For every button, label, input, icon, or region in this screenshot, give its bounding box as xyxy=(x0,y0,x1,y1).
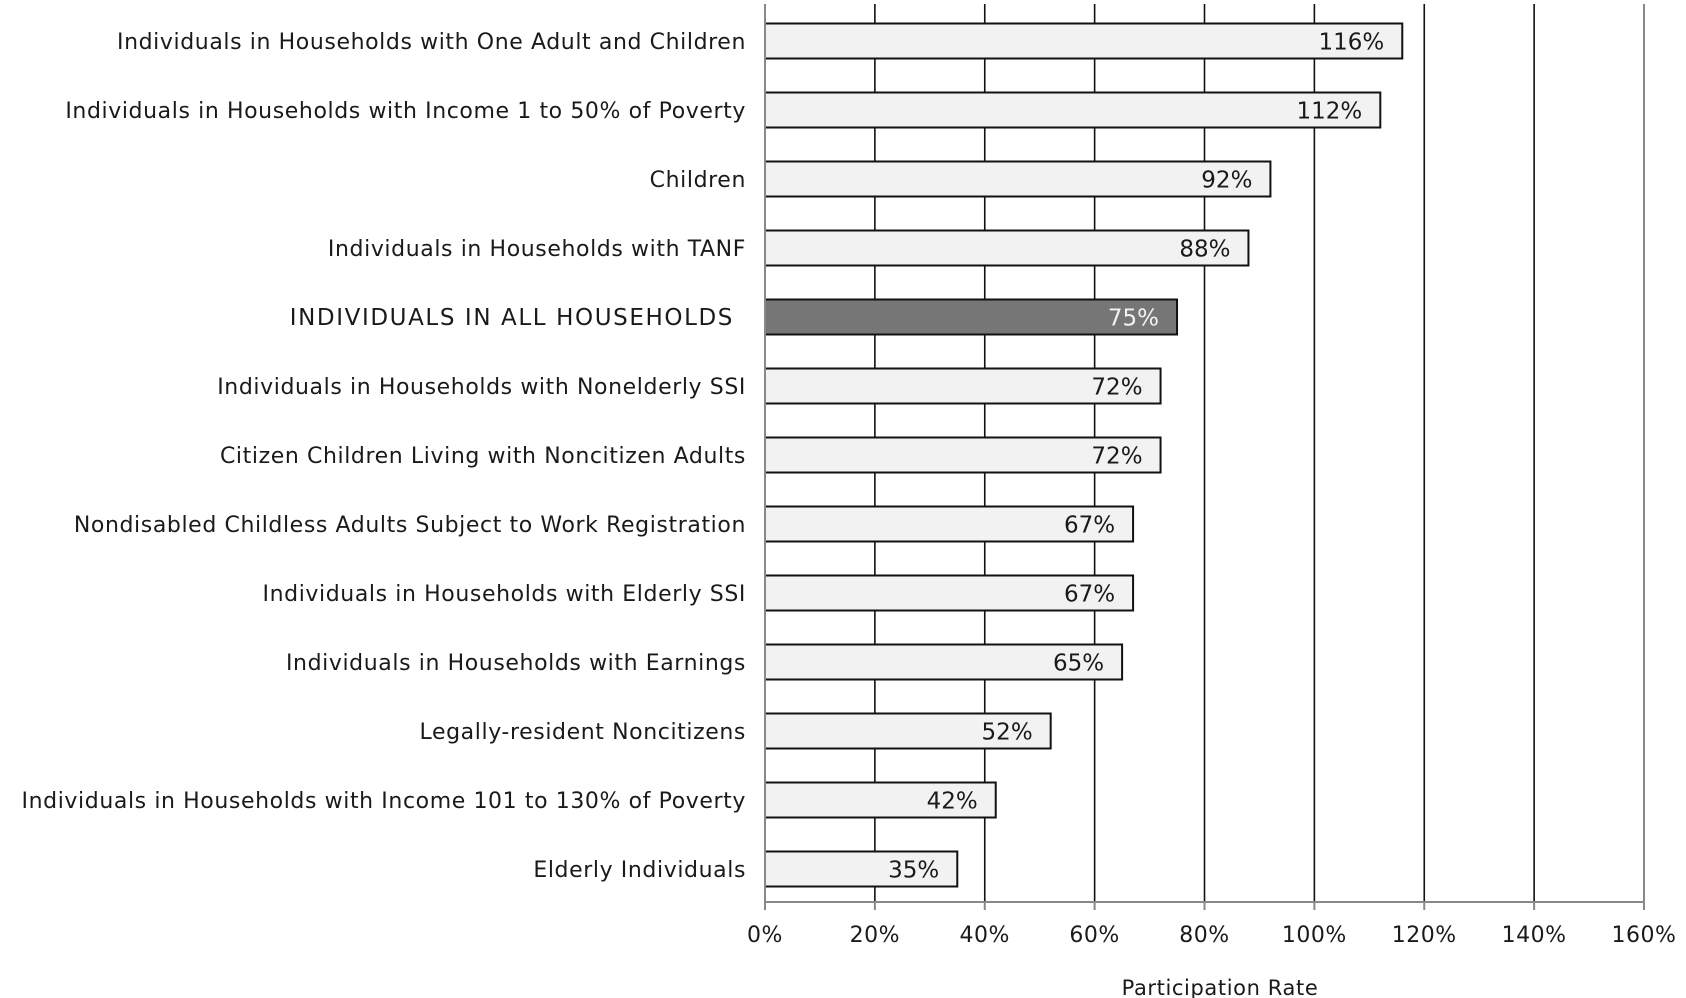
category-label: Individuals in Households with TANF xyxy=(328,237,746,262)
category-label: Nondisabled Childless Adults Subject to … xyxy=(74,513,746,538)
bar xyxy=(764,436,1162,474)
bar xyxy=(764,22,1404,60)
x-tick-label: 120% xyxy=(1392,923,1457,948)
bar xyxy=(764,229,1250,267)
category-label: Individuals in Households with Nonelderl… xyxy=(217,375,746,400)
x-tick-label: 160% xyxy=(1612,923,1677,948)
category-label: Elderly Individuals xyxy=(533,858,746,883)
category-label: Individuals in Households with Income 10… xyxy=(22,789,746,814)
bar xyxy=(764,367,1162,405)
bar xyxy=(764,643,1124,681)
category-label: Children xyxy=(650,168,746,193)
category-label: Individuals in Households with Elderly S… xyxy=(263,582,747,607)
bar xyxy=(764,505,1135,543)
x-tick-label: 80% xyxy=(1179,923,1229,948)
bar-value-label: 52% xyxy=(982,720,1033,746)
category-label: Individuals in Households with One Adult… xyxy=(117,30,746,55)
category-label: INDIVIDUALS IN ALL HOUSEHOLDS xyxy=(290,305,734,331)
bar-value-label: 72% xyxy=(1091,444,1142,470)
category-labels: Individuals in Households with One Adult… xyxy=(22,30,746,883)
bar-value-label: 116% xyxy=(1319,30,1385,56)
bar xyxy=(764,160,1272,198)
bar xyxy=(764,712,1052,750)
bar-value-label: 92% xyxy=(1201,168,1252,194)
x-tick-label: 140% xyxy=(1502,923,1567,948)
bar-value-label: 42% xyxy=(927,789,978,815)
bar-value-label: 65% xyxy=(1053,651,1104,677)
x-axis: 0% 20% 40% 60% 80% 100% 120% 140% 160% xyxy=(747,4,1676,948)
bar xyxy=(764,91,1382,129)
bar xyxy=(764,850,959,888)
bar-value-label: 112% xyxy=(1297,99,1363,125)
bar-value-label: 88% xyxy=(1179,237,1230,263)
category-label: Citizen Children Living with Noncitizen … xyxy=(220,444,746,469)
x-tick-label: 0% xyxy=(747,923,783,948)
category-label: Legally-resident Noncitizens xyxy=(420,720,746,745)
bars xyxy=(764,22,1404,888)
bar-value-label: 35% xyxy=(888,858,939,884)
x-tick-label: 100% xyxy=(1282,923,1347,948)
bar xyxy=(764,574,1135,612)
x-axis-title: Participation Rate xyxy=(1122,976,1319,998)
bar-value-label: 75% xyxy=(1108,306,1159,332)
bar-value-label: 67% xyxy=(1064,582,1115,608)
bar-value-label: 72% xyxy=(1091,375,1142,401)
category-label: Individuals in Households with Earnings xyxy=(286,651,746,676)
bar xyxy=(764,781,997,819)
bar-value-label: 67% xyxy=(1064,513,1115,539)
x-tick-label: 20% xyxy=(850,923,900,948)
value-labels: 116% 112% 92% 88% 75% 72% 72% 67% 67% 65% 52% 42% 35… xyxy=(888,30,1384,884)
category-label: Individuals in Households with Income 1 … xyxy=(65,99,746,124)
x-tick-label: 40% xyxy=(960,923,1010,948)
x-tick-label: 60% xyxy=(1069,923,1119,948)
